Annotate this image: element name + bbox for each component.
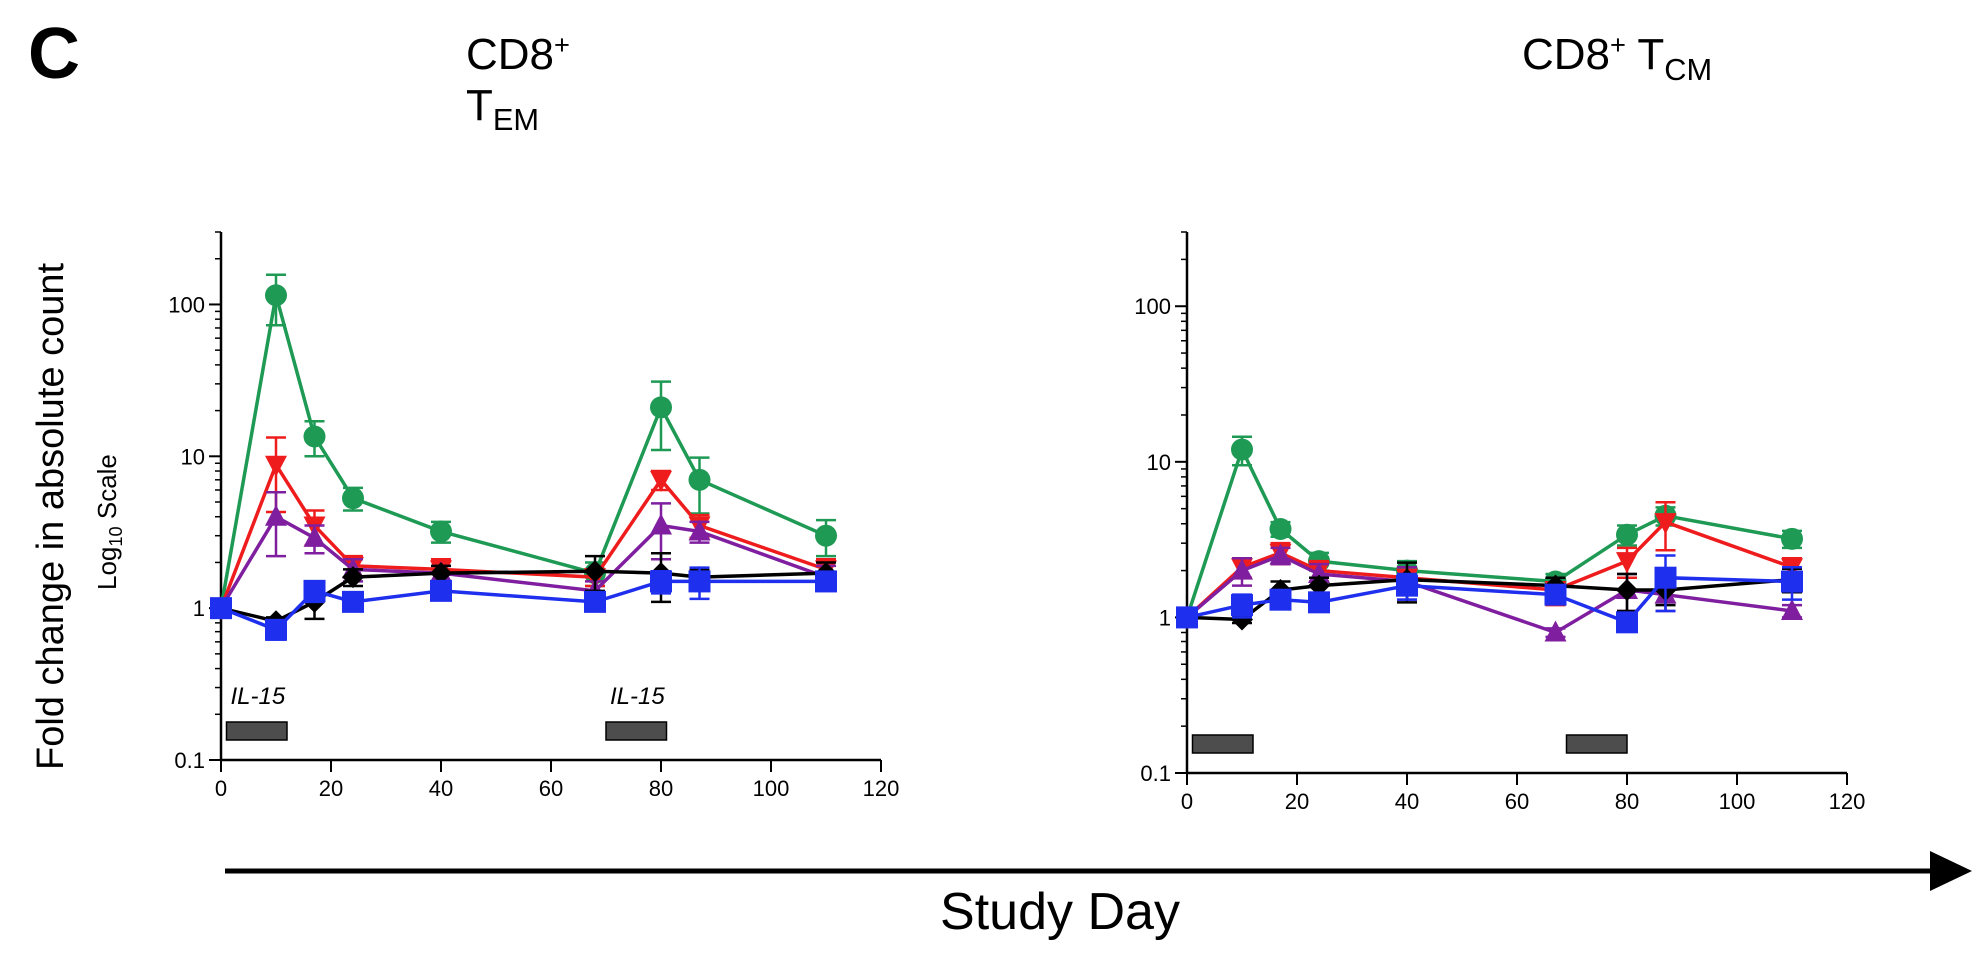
y-tick-label: 100	[1134, 294, 1171, 319]
data-point	[688, 519, 711, 541]
data-point	[265, 284, 287, 307]
il15-dosing-bar	[225, 721, 288, 741]
y-tick-label: 1	[193, 596, 205, 621]
title-sub: EM	[492, 102, 540, 138]
x-tick-label: 120	[1829, 789, 1866, 814]
series-green	[210, 273, 837, 620]
x-tick-label: 60	[1505, 789, 1529, 814]
data-point	[430, 562, 452, 585]
data-point	[1781, 570, 1803, 593]
data-point	[650, 470, 672, 492]
data-point	[1616, 523, 1638, 546]
data-point	[650, 570, 672, 593]
data-point	[1308, 574, 1330, 597]
data-point	[1269, 518, 1292, 541]
data-point	[815, 570, 837, 593]
data-point	[1231, 438, 1253, 461]
y-tick-label: 10	[181, 444, 205, 469]
data-point	[1269, 588, 1292, 611]
panel-label: C	[28, 14, 80, 94]
title-sup: +	[1610, 29, 1626, 60]
data-point	[342, 487, 364, 510]
axes: 0.1 1 10 100 0 20 40 60 80 100 120	[1134, 231, 1866, 814]
x-tick-label: 100	[753, 776, 790, 801]
title-main: CD8	[1522, 30, 1611, 79]
data-point	[1544, 620, 1567, 642]
x-tick-label: 0	[215, 776, 227, 801]
il15-dosing-bar	[1191, 734, 1254, 754]
data-point	[1231, 558, 1253, 580]
data-point	[815, 524, 837, 547]
data-point	[1308, 591, 1330, 614]
data-point	[1654, 566, 1677, 589]
data-point	[265, 504, 287, 526]
data-point	[1544, 583, 1567, 606]
title-main: CD8	[466, 30, 555, 79]
data-point	[1176, 606, 1198, 629]
data-point	[303, 425, 326, 448]
il15-dosing-bar	[605, 721, 668, 741]
title-sup: +	[554, 29, 570, 60]
axes: 0.1 1 10 100 0 20 40 60 80 100 120	[168, 231, 900, 801]
chart-title-right: CD8+ TCM	[1522, 29, 1712, 87]
data-point	[1616, 579, 1638, 602]
x-axis-label: Study Day	[940, 883, 1180, 941]
x-tick-label: 20	[319, 776, 343, 801]
data-point	[430, 520, 452, 543]
x-tick-label: 80	[649, 776, 673, 801]
data-point	[650, 513, 672, 535]
y-tick-label: 0.1	[1140, 761, 1171, 786]
data-point	[303, 579, 326, 602]
title-t: T	[1625, 30, 1665, 79]
chart-title-left: CD8+ TEM	[466, 29, 570, 137]
il15-dosing-bar	[1565, 734, 1628, 754]
data-point	[584, 560, 606, 583]
il15-label: IL-15	[610, 683, 665, 710]
y-tick-label: 0.1	[174, 748, 205, 773]
data-point	[1781, 527, 1803, 550]
x-tick-label: 100	[1719, 789, 1756, 814]
x-tick-label: 120	[863, 776, 900, 801]
y-tick-label: 10	[1147, 450, 1171, 475]
il15-label: IL-15	[231, 683, 286, 710]
data-point	[265, 455, 287, 477]
x-tick-label: 60	[539, 776, 563, 801]
y-tick-label: 1	[1159, 605, 1171, 630]
data-point	[688, 570, 711, 593]
data-point	[1269, 543, 1292, 565]
data-point	[210, 597, 232, 620]
x-tick-label: 40	[429, 776, 453, 801]
data-point	[265, 618, 287, 641]
data-point	[1616, 552, 1638, 574]
data-point	[1654, 513, 1677, 535]
data-point	[1781, 598, 1803, 620]
title-line2: T	[466, 80, 493, 130]
y-tick-label: 100	[168, 292, 205, 317]
series-blue	[1176, 554, 1803, 634]
data-point	[303, 525, 326, 547]
series-blue	[210, 566, 837, 641]
x-tick-label: 0	[1181, 789, 1193, 814]
data-point	[342, 566, 364, 589]
data-point	[1231, 594, 1253, 617]
data-point	[1616, 611, 1638, 634]
data-point	[430, 579, 452, 602]
data-point	[584, 590, 606, 613]
data-point	[688, 468, 711, 491]
data-point	[342, 590, 364, 613]
title-sub: CM	[1664, 51, 1713, 87]
x-tick-label: 80	[1615, 789, 1639, 814]
x-tick-label: 20	[1285, 789, 1309, 814]
data-point	[1396, 574, 1418, 597]
x-tick-label: 40	[1395, 789, 1419, 814]
data-point	[650, 396, 672, 419]
